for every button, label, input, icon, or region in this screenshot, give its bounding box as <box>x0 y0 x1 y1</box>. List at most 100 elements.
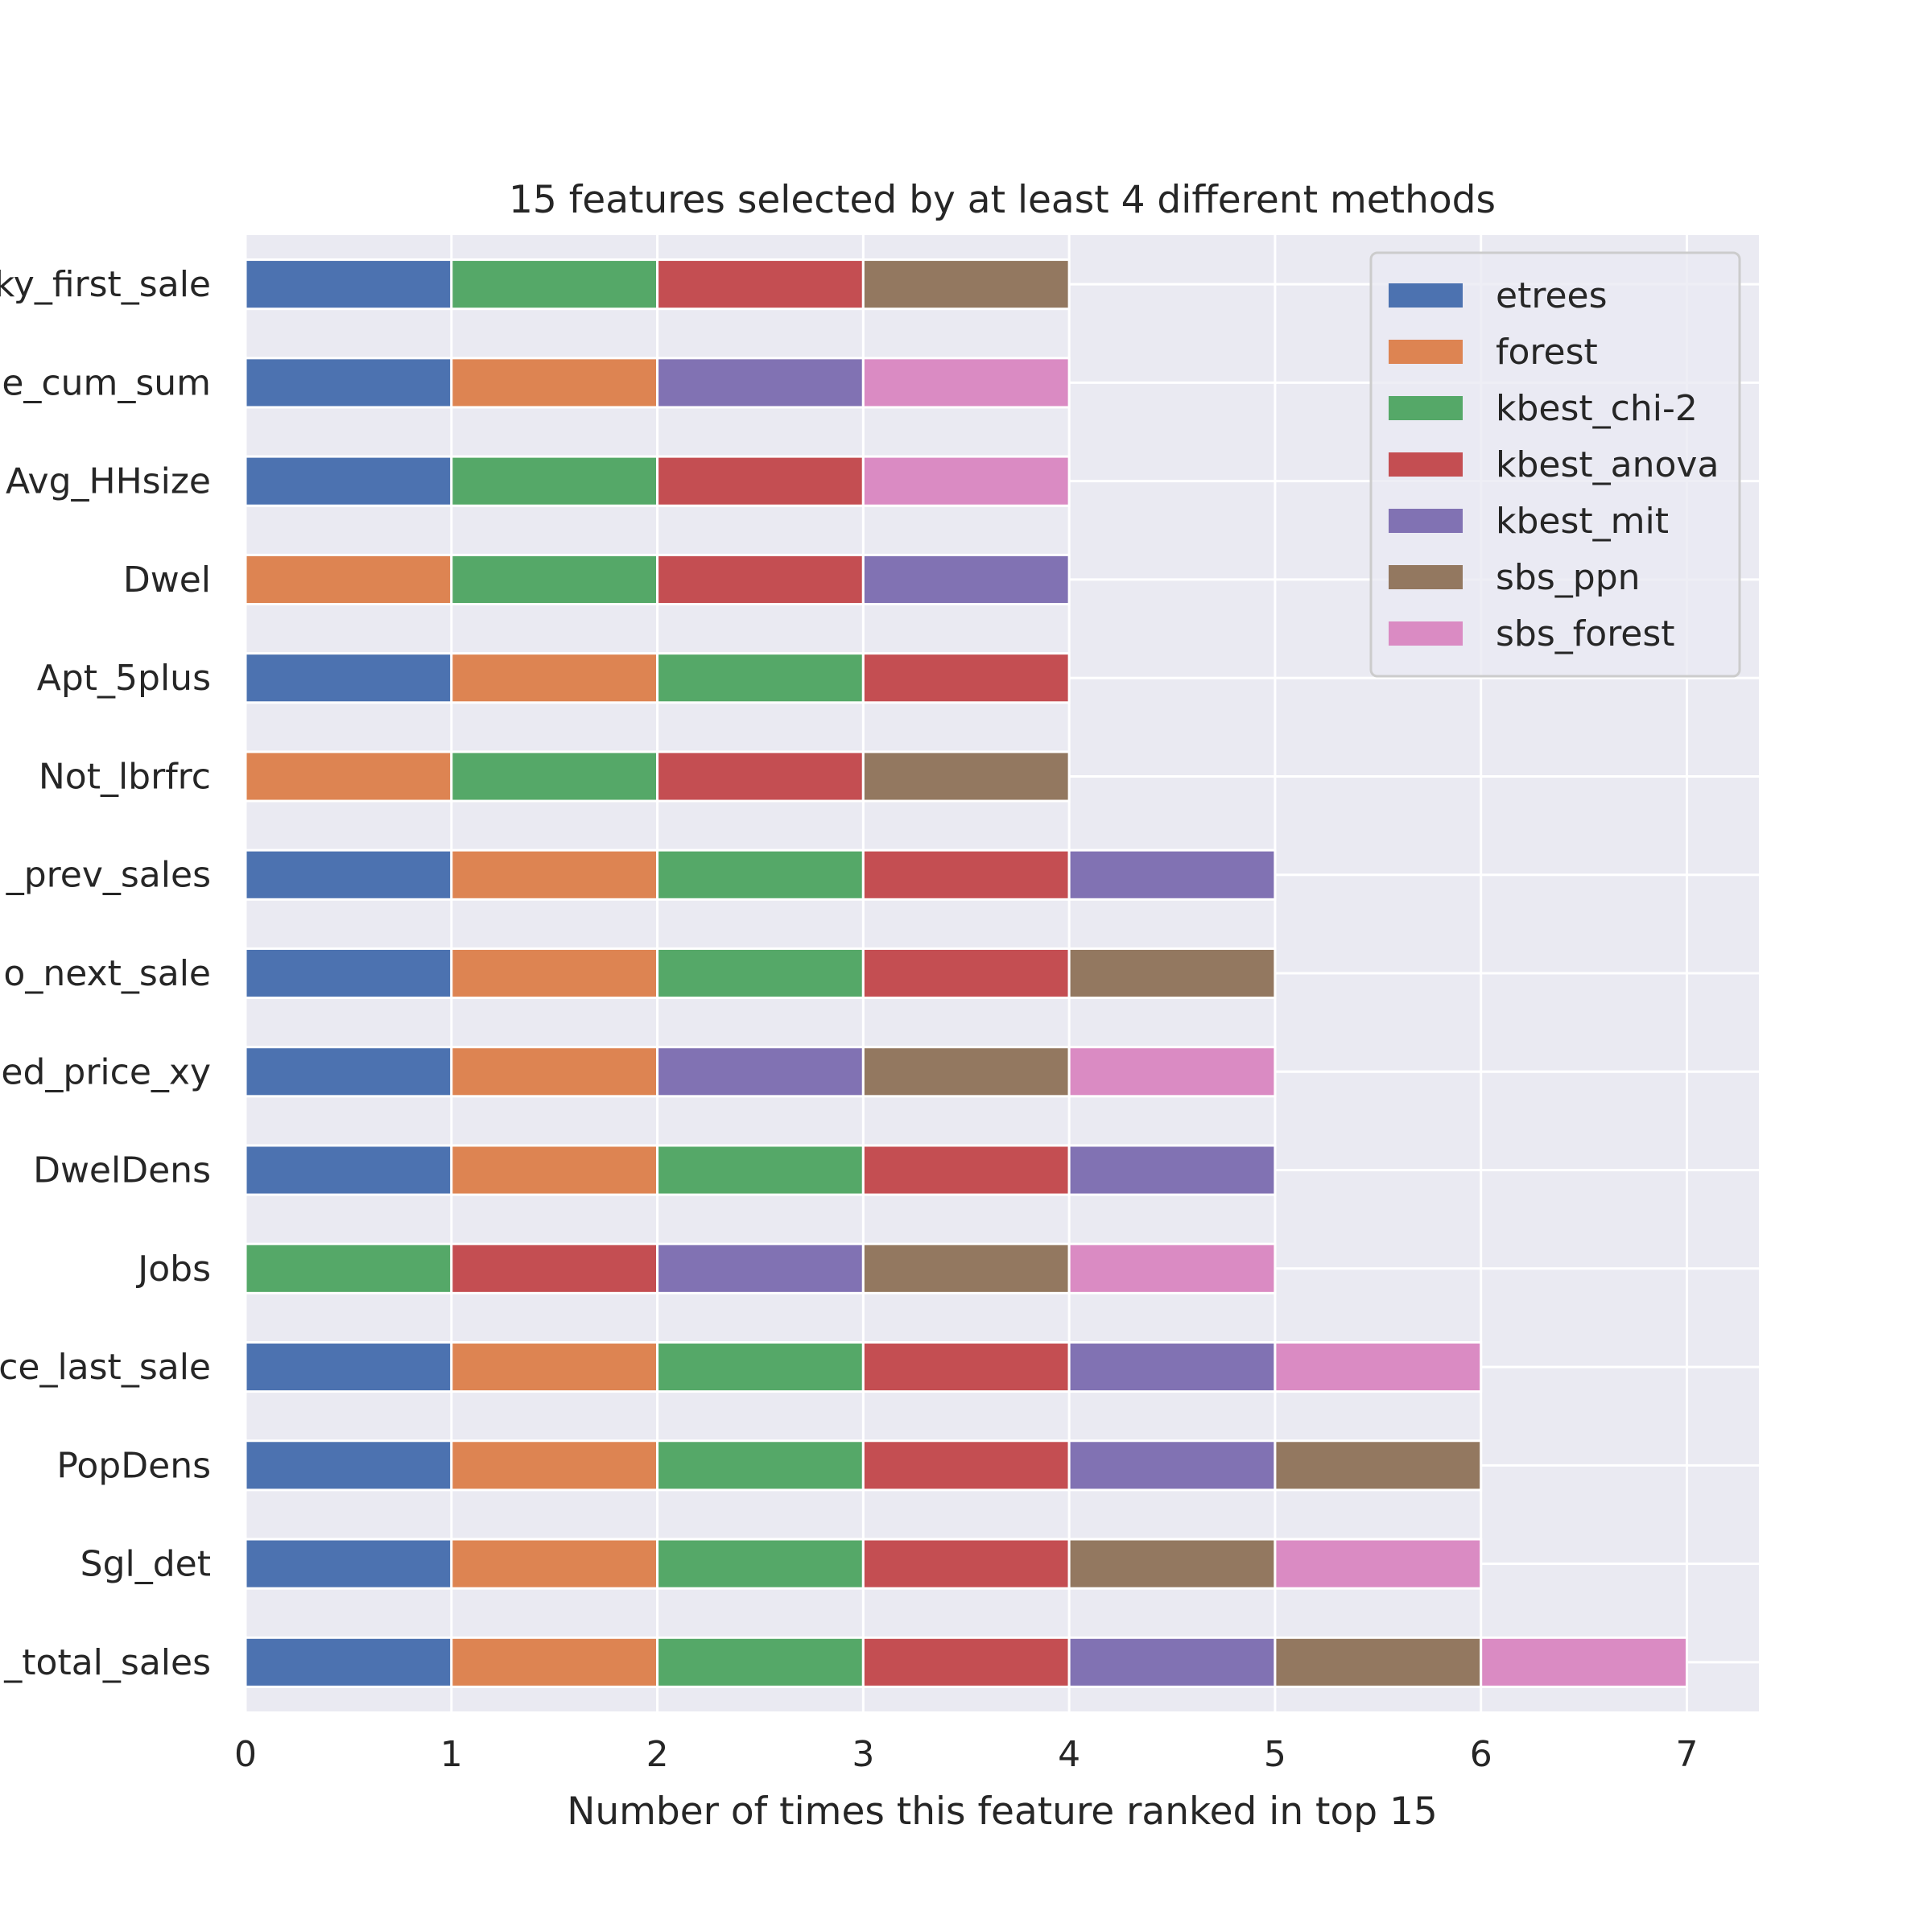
bar-segment-sbs_forest <box>1274 1538 1483 1590</box>
bar-segment-kbest_chi-2 <box>656 1341 865 1393</box>
bar-segment-kbest_chi-2 <box>656 947 865 1000</box>
bar-segment-sbs_ppn <box>861 258 1071 311</box>
y-tick-labels: ky_first_sale e_cum_sum Avg_HHsize Dwel Apt_… <box>0 264 211 1683</box>
bar-segment-etrees <box>244 357 453 409</box>
legend-label-kbest_chi-2: kbest_chi-2 <box>1496 388 1698 429</box>
bar-segment-sbs_forest <box>1067 1046 1277 1098</box>
bar-segment-sbs_ppn <box>861 1242 1071 1294</box>
bar-segment-sbs_ppn <box>1067 1538 1277 1590</box>
y-tick-label: Dwel <box>123 559 211 601</box>
bar-segment-sbs_ppn <box>861 750 1071 803</box>
bar-segment-kbest_anova <box>656 553 865 605</box>
y-tick-label: DwelDens <box>33 1150 211 1191</box>
x-tick-label: 2 <box>646 1734 669 1775</box>
bar-segment-kbest_anova <box>861 1144 1071 1196</box>
bar-segment-kbest_anova <box>861 652 1071 704</box>
bar-segment-kbest_mit <box>861 553 1071 605</box>
bar-segment-kbest_chi-2 <box>656 1636 865 1688</box>
bar-segment-kbest_anova <box>861 1636 1071 1688</box>
legend-label-forest: forest <box>1496 332 1598 373</box>
bar-segment-etrees <box>244 258 453 311</box>
bar-segment-etrees <box>244 848 453 901</box>
x-tick-label: 7 <box>1675 1734 1698 1775</box>
bar-segment-forest <box>450 1046 659 1098</box>
y-tick-label: ce_last_sale <box>0 1347 211 1388</box>
bar-segment-kbest_chi-2 <box>656 1144 865 1196</box>
bar-segment-sbs_ppn <box>1274 1439 1483 1492</box>
y-tick-label: ky_first_sale <box>0 264 211 305</box>
bar-segment-sbs_forest <box>861 357 1071 409</box>
bar-segment-sbs_ppn <box>1274 1636 1483 1688</box>
bar-segment-etrees <box>244 1144 453 1196</box>
bar-segment-kbest_chi-2 <box>450 258 659 311</box>
bar-segment-sbs_ppn <box>861 1046 1071 1098</box>
y-tick-label: o_next_sale <box>3 953 211 994</box>
bar-segment-kbest_chi-2 <box>450 750 659 803</box>
bar-segment-kbest_mit <box>656 1242 865 1294</box>
x-tick-label: 3 <box>852 1734 874 1775</box>
x-tick-label: 5 <box>1264 1734 1286 1775</box>
legend: etrees forest kbest_chi-2 kbest_anova kbest_… <box>1369 251 1741 678</box>
legend-label-kbest_anova: kbest_anova <box>1496 444 1719 485</box>
bar-segment-kbest_anova <box>656 455 865 507</box>
bar-segment-kbest_anova <box>861 1538 1071 1590</box>
y-tick-label: PopDens <box>56 1445 211 1486</box>
bar-segment-kbest_chi-2 <box>656 1538 865 1590</box>
legend-swatch-kbest_anova <box>1389 452 1463 477</box>
bar-segment-kbest_chi-2 <box>656 1439 865 1492</box>
bar-segment-kbest_mit <box>1067 1341 1277 1393</box>
bar-segment-kbest_anova <box>861 848 1071 901</box>
bar-segment-forest <box>450 1144 659 1196</box>
y-tick-label: e_cum_sum <box>2 362 211 403</box>
bar-segment-forest <box>450 357 659 409</box>
bar-segment-sbs_forest <box>1274 1341 1483 1393</box>
y-tick-label: Not_lbrfrc <box>39 756 211 797</box>
bar-segment-kbest_anova <box>861 1439 1071 1492</box>
bar-segment-kbest_chi-2 <box>244 1242 453 1294</box>
bar-segment-kbest_anova <box>656 750 865 803</box>
bar-segment-kbest_anova <box>861 1341 1071 1393</box>
bars <box>244 258 1688 1688</box>
bar-segment-sbs_forest <box>861 455 1071 507</box>
bar-segment-etrees <box>244 1538 453 1590</box>
bar-segment-kbest_anova <box>656 258 865 311</box>
bar-segment-kbest_mit <box>1067 1636 1277 1688</box>
bar-segment-forest <box>450 652 659 704</box>
bar-segment-kbest_mit <box>1067 1439 1277 1492</box>
bar-segment-forest <box>450 1538 659 1590</box>
bar-segment-etrees <box>244 1636 453 1688</box>
bar-segment-forest <box>450 947 659 1000</box>
y-tick-label: Sgl_det <box>80 1544 211 1585</box>
bar-segment-kbest_chi-2 <box>450 553 659 605</box>
x-tick-label: 4 <box>1058 1734 1080 1775</box>
bar-segment-forest <box>244 553 453 605</box>
bar-segment-kbest_chi-2 <box>656 848 865 901</box>
bar-segment-forest <box>450 848 659 901</box>
legend-swatch-forest <box>1389 340 1463 364</box>
bar-segment-kbest_mit <box>656 1046 865 1098</box>
bar-segment-forest <box>450 1439 659 1492</box>
bar-segment-forest <box>450 1341 659 1393</box>
chart-title: 15 features selected by at least 4 diffe… <box>509 178 1496 222</box>
bar-segment-kbest_chi-2 <box>656 652 865 704</box>
legend-swatch-etrees <box>1389 283 1463 308</box>
legend-swatch-kbest_chi-2 <box>1389 396 1463 420</box>
bar-segment-kbest_anova <box>450 1242 659 1294</box>
y-tick-label: _total_sales <box>3 1642 211 1683</box>
y-tick-label: _prev_sales <box>6 855 211 896</box>
bar-segment-etrees <box>244 947 453 1000</box>
legend-label-etrees: etrees <box>1496 275 1608 316</box>
y-tick-label: Avg_HHsize <box>6 461 211 502</box>
bar-segment-kbest_mit <box>1067 848 1277 901</box>
x-tick-label: 1 <box>440 1734 463 1775</box>
x-axis-label: Number of times this feature ranked in t… <box>567 1790 1438 1834</box>
bar-segment-etrees <box>244 652 453 704</box>
bar-segment-etrees <box>244 1341 453 1393</box>
legend-swatch-sbs_forest <box>1389 621 1463 646</box>
bar-segment-kbest_mit <box>656 357 865 409</box>
bar-segment-sbs_ppn <box>1067 947 1277 1000</box>
bar-segment-kbest_anova <box>861 947 1071 1000</box>
legend-label-kbest_mit: kbest_mit <box>1496 501 1669 542</box>
legend-swatch-sbs_ppn <box>1389 565 1463 589</box>
